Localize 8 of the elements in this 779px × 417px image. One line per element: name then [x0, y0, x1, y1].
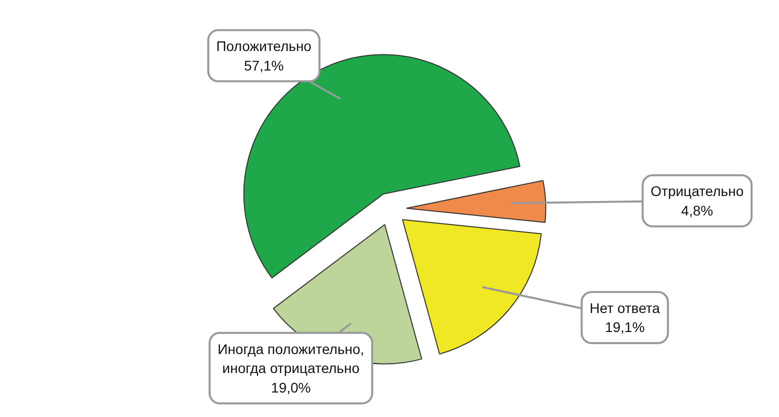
- slice-label: Положительно: [216, 38, 312, 54]
- data-label: 19,0%: [271, 379, 311, 396]
- data-label: 57,1%: [244, 57, 284, 74]
- slice-label: Нет ответа: [590, 300, 660, 316]
- slice-label: Иногда положительно, иногда отрицательно: [218, 340, 364, 376]
- data-label: 4,8%: [681, 202, 714, 218]
- data-label: 19,1%: [604, 319, 645, 336]
- slice-label: Отрицательно: [650, 183, 744, 200]
